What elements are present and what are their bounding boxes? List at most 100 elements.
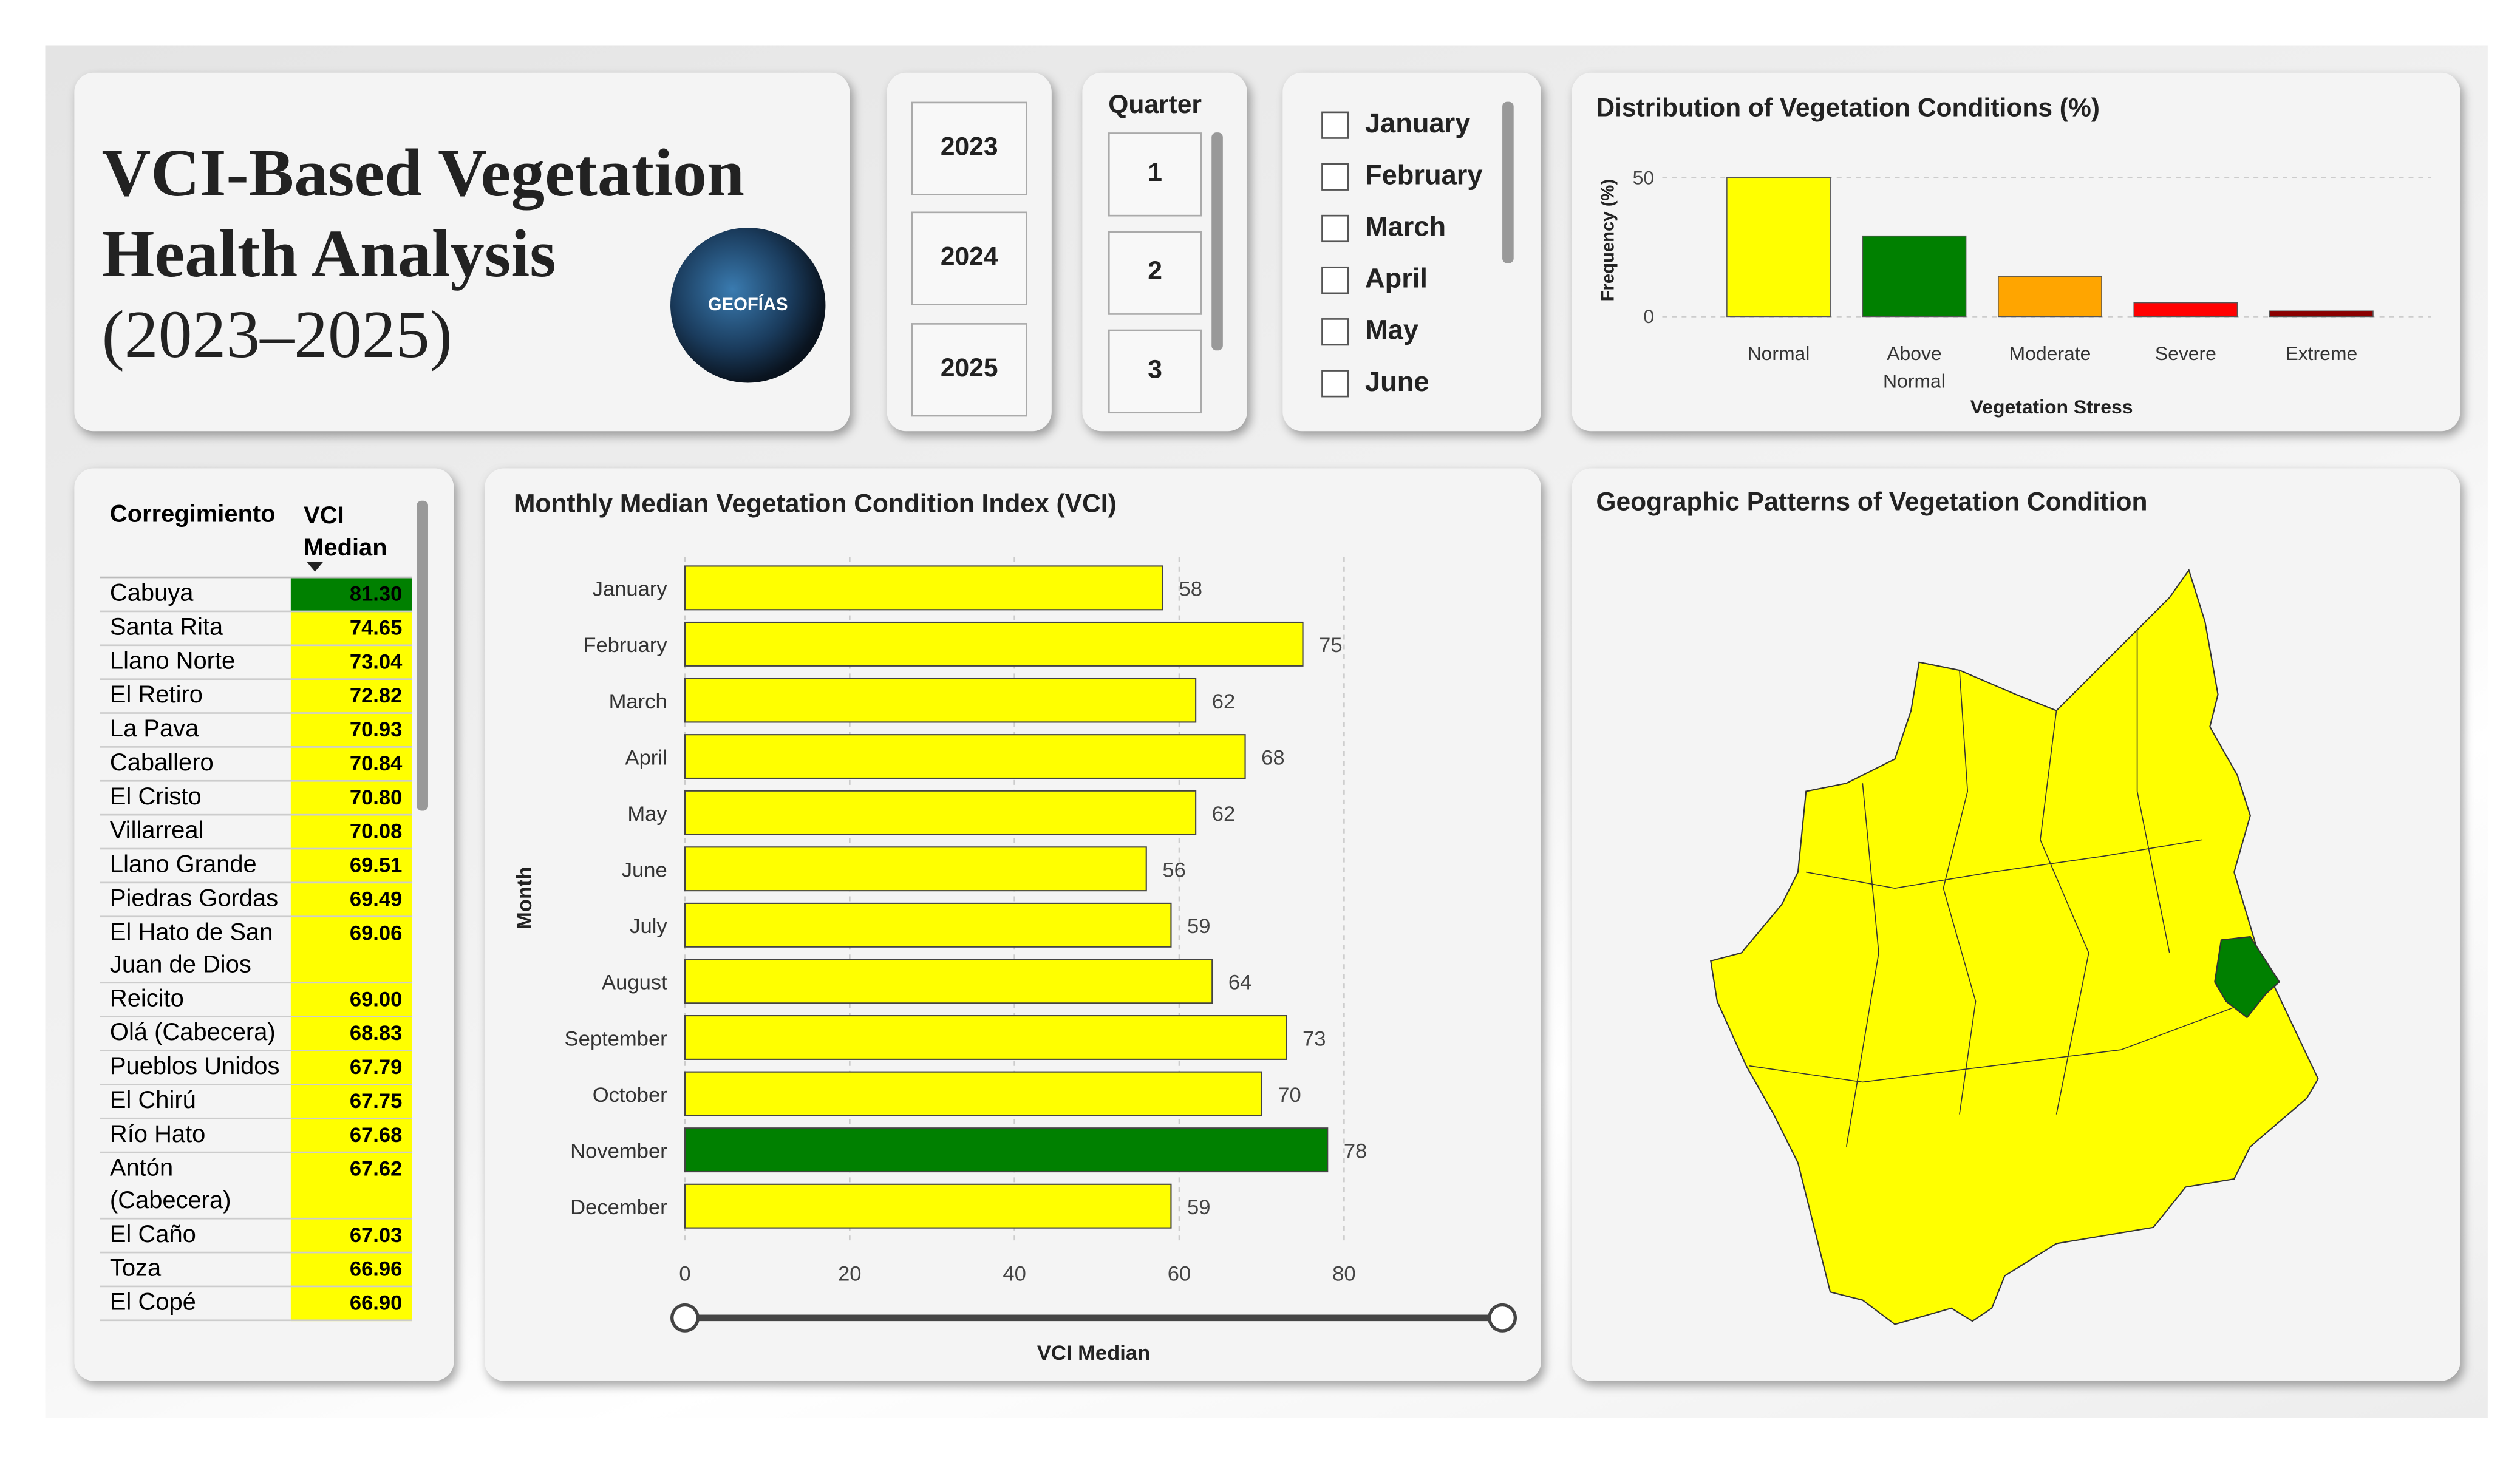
y-tick-label: March [609, 690, 667, 713]
year-button[interactable]: 2025 [911, 323, 1027, 417]
corregimiento: Villarreal [100, 815, 291, 850]
x-tick-label: Moderate [2009, 342, 2091, 364]
sort-arrow [307, 562, 324, 572]
quarter-button[interactable]: 2 [1108, 231, 1202, 315]
vci-value: 74.65 [290, 611, 412, 647]
y-tick-label: April [625, 746, 667, 769]
corregimiento: Cabuya [100, 578, 291, 613]
corregimiento: Caballero [100, 747, 291, 782]
table-row: Reicito 69.00 [100, 982, 412, 1017]
month-label: February [1364, 160, 1483, 191]
corregimiento: La Pava [100, 713, 291, 748]
corregimiento: Toza [100, 1252, 291, 1288]
checkbox[interactable] [1321, 265, 1349, 293]
month-option[interactable]: March [1321, 211, 1446, 243]
bar [1862, 235, 1967, 318]
y-tick-label: October [593, 1084, 667, 1107]
checkbox[interactable] [1321, 317, 1349, 345]
corregimiento: Río Hato [100, 1118, 291, 1153]
data-label: 58 [1179, 578, 1202, 601]
bar [684, 790, 1197, 835]
bar [684, 846, 1147, 892]
table-row: Olá (Cabecera) 68.83 [100, 1016, 412, 1051]
vci-value: 70.84 [290, 747, 412, 782]
month-option[interactable]: January [1321, 108, 1470, 140]
vci-value: 69.00 [290, 982, 412, 1017]
table-row: El Hato de San Juan de Dios 69.06 [100, 916, 412, 984]
range-slider-handle[interactable] [670, 1303, 700, 1333]
y-tick-label: September [565, 1027, 667, 1050]
data-label: 75 [1319, 634, 1342, 657]
year-button[interactable]: 2024 [911, 211, 1027, 305]
distribution-panel: Distribution of Vegetation Conditions (%… [1572, 72, 2460, 432]
vci-value: 81.30 [290, 578, 412, 613]
x-tick-label: 20 [838, 1263, 861, 1286]
y-tick-label: May [627, 803, 667, 826]
table-row: Santa Rita 74.65 [100, 611, 412, 647]
corregimiento: El Caño [100, 1218, 291, 1254]
map-title: Geographic Patterns of Vegetation Condit… [1596, 489, 2148, 517]
corregimiento: Reicito [100, 982, 291, 1017]
table-body: Cabuya 81.30 Santa Rita 74.65 Llano Norte 73.… [100, 576, 412, 1367]
vci-value: 69.06 [290, 916, 412, 984]
checkbox[interactable] [1321, 110, 1349, 138]
x-tick-label: Normal [1748, 342, 1810, 364]
vci-value: 67.62 [290, 1152, 412, 1220]
month-label: March [1364, 211, 1446, 243]
month-label: January [1364, 108, 1471, 139]
checkbox[interactable] [1321, 368, 1349, 397]
vci-value: 67.03 [290, 1218, 412, 1254]
y-tick-label: December [570, 1196, 667, 1219]
map-panel: Geographic Patterns of Vegetation Condit… [1572, 468, 2460, 1381]
month-option[interactable]: June [1321, 367, 1429, 399]
corregimiento: Olá (Cabecera) [100, 1016, 291, 1051]
vci-value: 72.82 [290, 679, 412, 714]
bar [684, 1014, 1287, 1060]
x-tick-label: 60 [1168, 1263, 1191, 1286]
vci-value: 66.96 [290, 1252, 412, 1288]
data-label: 78 [1344, 1139, 1367, 1163]
year-button[interactable]: 2023 [911, 101, 1027, 195]
vci-value: 67.79 [290, 1050, 412, 1085]
checkbox[interactable] [1321, 162, 1349, 190]
month-slicer: January February March April May June [1282, 72, 1541, 432]
month-option[interactable]: February [1321, 160, 1482, 192]
vci-value: 67.68 [290, 1118, 412, 1153]
bar [1726, 177, 1831, 318]
month-label: April [1364, 263, 1428, 294]
table-row: Pueblos Unidos 67.79 [100, 1050, 412, 1085]
x-tick-label: Extreme [2285, 342, 2357, 364]
corregimiento: Santa Rita [100, 611, 291, 647]
table-row: El Copé 66.90 [100, 1286, 412, 1322]
month-option[interactable]: May [1321, 315, 1418, 347]
month-label: June [1364, 366, 1429, 398]
slicer-title: Quarter [1108, 92, 1202, 120]
map [1710, 568, 2319, 1325]
title-line: Health Analysis [101, 218, 556, 293]
data-label: 59 [1187, 915, 1210, 938]
range-slider-handle[interactable] [1488, 1303, 1517, 1333]
quarter-button[interactable]: 3 [1108, 329, 1202, 414]
monthly-chart: Monthly Median Vegetation Condition Inde… [513, 489, 1517, 1365]
title-panel: VCI-Based Vegetation Health Analysis (20… [74, 72, 850, 432]
x-axis-label: Vegetation Stress [1970, 396, 2133, 418]
data-label: 64 [1228, 971, 1251, 994]
table-row: Villarreal 70.08 [100, 815, 412, 850]
table-row: Toza 66.96 [100, 1252, 412, 1288]
column-header: VCI Median [304, 502, 387, 562]
corregimiento: El Retiro [100, 679, 291, 714]
quarter-button[interactable]: 1 [1108, 132, 1202, 217]
title: VCI-Based Vegetation Health Analysis (20… [102, 134, 744, 376]
month-label: May [1364, 314, 1418, 346]
checkbox[interactable] [1321, 214, 1349, 242]
corregimiento: Piedras Gordas [100, 882, 291, 918]
x-tick-label: 0 [679, 1263, 690, 1286]
corregimiento: El Copé [100, 1286, 291, 1322]
y-tick-label: 0 [1643, 305, 1654, 327]
x-tick-label: Severe [2155, 342, 2216, 364]
quarter-slicer: Quarter 1 2 3 [1082, 72, 1247, 432]
month-option[interactable]: April [1321, 263, 1428, 296]
y-tick-label: July [630, 915, 667, 938]
bar [2269, 310, 2374, 318]
